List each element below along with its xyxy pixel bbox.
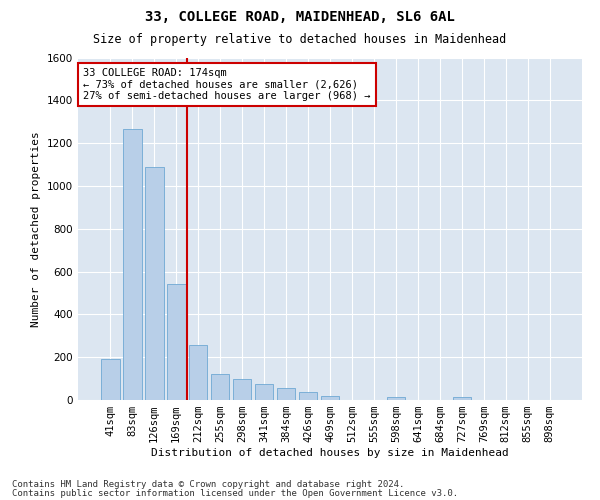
Bar bbox=[167, 284, 185, 400]
Bar bbox=[211, 374, 229, 400]
Bar bbox=[233, 378, 251, 400]
X-axis label: Distribution of detached houses by size in Maidenhead: Distribution of detached houses by size … bbox=[151, 448, 509, 458]
Text: Size of property relative to detached houses in Maidenhead: Size of property relative to detached ho… bbox=[94, 32, 506, 46]
Bar bbox=[255, 384, 274, 400]
Bar bbox=[277, 388, 295, 400]
Bar bbox=[189, 346, 208, 400]
Bar bbox=[145, 166, 164, 400]
Text: 33, COLLEGE ROAD, MAIDENHEAD, SL6 6AL: 33, COLLEGE ROAD, MAIDENHEAD, SL6 6AL bbox=[145, 10, 455, 24]
Bar bbox=[452, 397, 471, 400]
Text: 33 COLLEGE ROAD: 174sqm
← 73% of detached houses are smaller (2,626)
27% of semi: 33 COLLEGE ROAD: 174sqm ← 73% of detache… bbox=[83, 68, 371, 101]
Bar bbox=[123, 129, 142, 400]
Text: Contains HM Land Registry data © Crown copyright and database right 2024.: Contains HM Land Registry data © Crown c… bbox=[12, 480, 404, 489]
Bar bbox=[299, 392, 317, 400]
Text: Contains public sector information licensed under the Open Government Licence v3: Contains public sector information licen… bbox=[12, 488, 458, 498]
Bar bbox=[101, 360, 119, 400]
Y-axis label: Number of detached properties: Number of detached properties bbox=[31, 131, 41, 326]
Bar bbox=[386, 397, 405, 400]
Bar bbox=[320, 396, 340, 400]
